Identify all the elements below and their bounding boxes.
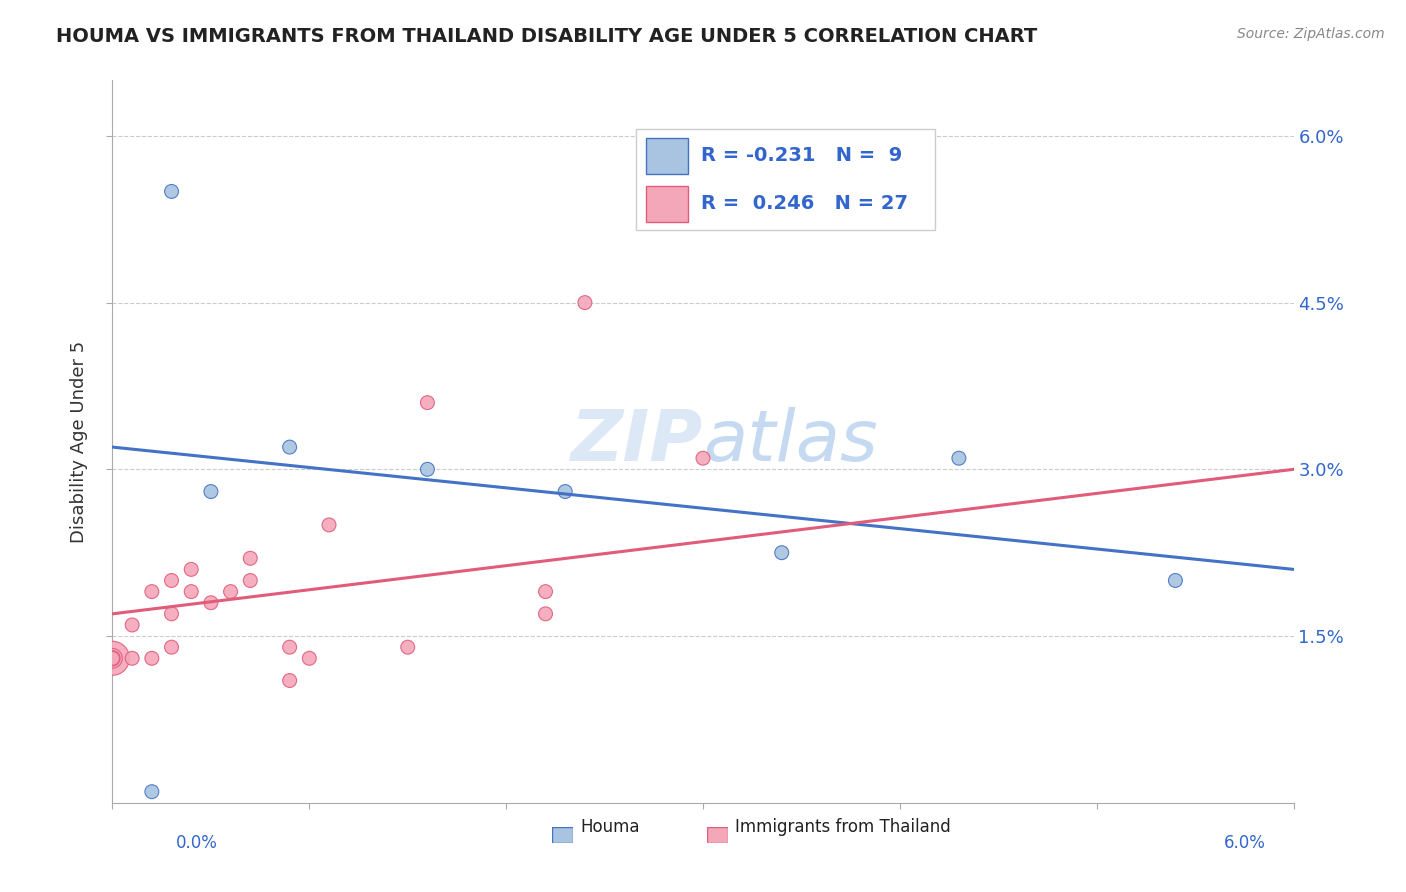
Point: [141, 584, 163, 599]
Text: 6.0%: 6.0%: [1223, 834, 1265, 852]
Point: [416, 462, 439, 476]
Text: HOUMA VS IMMIGRANTS FROM THAILAND DISABILITY AGE UNDER 5 CORRELATION CHART: HOUMA VS IMMIGRANTS FROM THAILAND DISABI…: [56, 27, 1038, 45]
Text: atlas: atlas: [703, 407, 877, 476]
FancyBboxPatch shape: [706, 827, 728, 843]
Point: [101, 651, 124, 665]
Point: [534, 607, 557, 621]
Point: [160, 640, 183, 655]
Point: [180, 584, 202, 599]
Point: [948, 451, 970, 466]
Point: [121, 618, 143, 632]
Point: [219, 584, 242, 599]
Text: 0.0%: 0.0%: [176, 834, 218, 852]
FancyBboxPatch shape: [645, 138, 689, 174]
Text: Houma: Houma: [581, 818, 640, 836]
Point: [318, 517, 340, 532]
Point: [180, 562, 202, 576]
Point: [396, 640, 419, 655]
Point: [101, 651, 124, 665]
Point: [239, 551, 262, 566]
Point: [160, 607, 183, 621]
Y-axis label: Disability Age Under 5: Disability Age Under 5: [70, 341, 89, 542]
Point: [298, 651, 321, 665]
Point: [1164, 574, 1187, 588]
Text: Immigrants from Thailand: Immigrants from Thailand: [734, 818, 950, 836]
Text: R = -0.231   N =  9: R = -0.231 N = 9: [700, 146, 901, 165]
Point: [200, 484, 222, 499]
Point: [160, 574, 183, 588]
Point: [534, 584, 557, 599]
Point: [416, 395, 439, 409]
Point: [278, 640, 301, 655]
Point: [692, 451, 714, 466]
Text: R =  0.246   N = 27: R = 0.246 N = 27: [700, 194, 907, 213]
Point: [278, 673, 301, 688]
Point: [770, 546, 793, 560]
Point: [278, 440, 301, 454]
Point: [101, 651, 124, 665]
Point: [160, 185, 183, 199]
Point: [554, 484, 576, 499]
Point: [141, 651, 163, 665]
Point: [574, 295, 596, 310]
FancyBboxPatch shape: [637, 128, 935, 229]
Point: [101, 651, 124, 665]
FancyBboxPatch shape: [645, 186, 689, 222]
Text: ZIP: ZIP: [571, 407, 703, 476]
Point: [200, 596, 222, 610]
Point: [141, 785, 163, 799]
FancyBboxPatch shape: [551, 827, 574, 843]
Text: Source: ZipAtlas.com: Source: ZipAtlas.com: [1237, 27, 1385, 41]
Point: [239, 574, 262, 588]
Point: [121, 651, 143, 665]
